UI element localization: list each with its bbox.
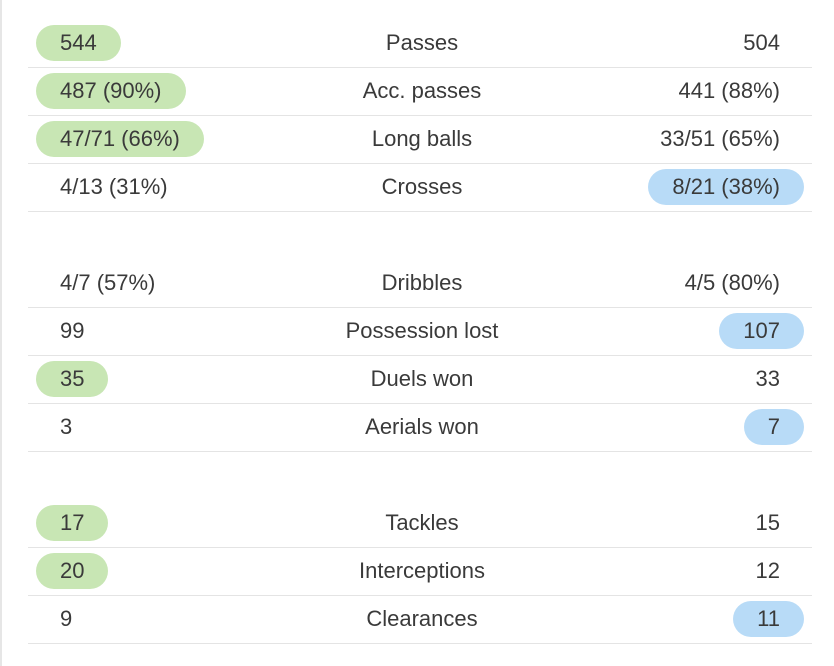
away-value: 8/21 (38%) (648, 169, 804, 205)
match-stats-table: 544 Passes 504 487 (90%) Acc. passes 441… (28, 20, 812, 644)
away-value: 12 (755, 558, 780, 583)
away-value: 107 (719, 313, 804, 349)
stat-row-aerials-won: 3 Aerials won 7 (28, 404, 812, 452)
home-value: 4/13 (31%) (60, 174, 168, 199)
stat-row-interceptions: 20 Interceptions 12 (28, 548, 812, 596)
stat-row-passes: 544 Passes 504 (28, 20, 812, 68)
stat-label: Passes (385, 30, 459, 55)
stat-label: Interceptions (359, 558, 485, 583)
group-spacer (28, 212, 812, 260)
home-value: 35 (36, 361, 109, 397)
stat-label: Aerials won (365, 414, 479, 439)
stat-label: Long balls (371, 126, 473, 151)
stat-row-clearances: 9 Clearances 11 (28, 596, 812, 644)
home-value: 47/71 (66%) (36, 121, 204, 157)
away-value: 4/5 (80%) (684, 270, 780, 295)
away-value: 504 (743, 30, 780, 55)
away-value: 33/51 (65%) (660, 126, 780, 151)
home-value: 20 (36, 553, 109, 589)
stat-row-duels-won: 35 Duels won 33 (28, 356, 812, 404)
stat-label: Possession lost (345, 318, 499, 343)
stat-label: Acc. passes (362, 78, 482, 103)
stat-label: Crosses (381, 174, 463, 199)
stat-row-possession-lost: 99 Possession lost 107 (28, 308, 812, 356)
away-value: 7 (743, 409, 804, 445)
stat-label: Dribbles (381, 270, 463, 295)
group-spacer (28, 452, 812, 500)
home-value: 3 (60, 414, 73, 439)
stat-label: Tackles (385, 510, 459, 535)
home-value: 487 (90%) (36, 73, 186, 109)
stat-row-long-balls: 47/71 (66%) Long balls 33/51 (65%) (28, 116, 812, 164)
home-value: 9 (60, 606, 73, 631)
stat-label: Clearances (366, 606, 478, 631)
away-value: 15 (755, 510, 780, 535)
home-value: 4/7 (57%) (60, 270, 156, 295)
away-value: 11 (733, 601, 804, 637)
stat-row-dribbles: 4/7 (57%) Dribbles 4/5 (80%) (28, 260, 812, 308)
stat-row-acc-passes: 487 (90%) Acc. passes 441 (88%) (28, 68, 812, 116)
home-value: 99 (60, 318, 85, 343)
home-value: 17 (36, 505, 109, 541)
away-value: 441 (88%) (678, 78, 780, 103)
stat-row-tackles: 17 Tackles 15 (28, 500, 812, 548)
home-value: 544 (36, 25, 121, 61)
stat-row-crosses: 4/13 (31%) Crosses 8/21 (38%) (28, 164, 812, 212)
away-value: 33 (755, 366, 780, 391)
stat-label: Duels won (370, 366, 474, 391)
